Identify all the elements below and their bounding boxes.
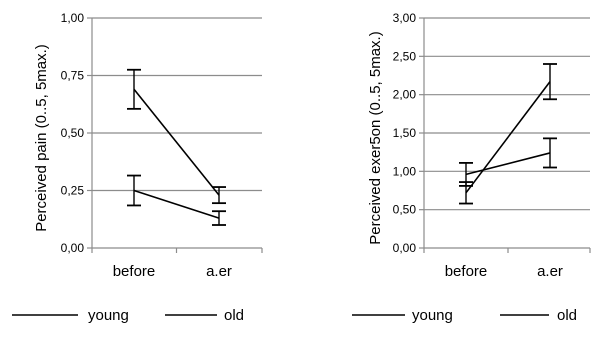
y-tick-label: 0,50 — [61, 126, 85, 140]
y-tick-label: 0,00 — [61, 241, 85, 255]
y-tick-label: 2,50 — [393, 49, 417, 63]
y-tick-label: 0,25 — [61, 184, 85, 198]
y-tick-label: 3,00 — [393, 11, 417, 25]
x-tick-label: a.er — [537, 263, 563, 280]
series-line-young — [133, 189, 220, 219]
y-tick-label: 1,00 — [393, 164, 417, 178]
x-tick-label: before — [445, 263, 488, 280]
y-tick-label: 1,00 — [61, 11, 85, 25]
y-tick-label: 2,00 — [393, 88, 417, 102]
chart-panel-2: 0,00 0,50 1,00 1,50 2,00 2,50 3,00 before a.er Pe… — [352, 11, 591, 324]
x-tick-label: a.er — [206, 263, 232, 280]
legend-label: old — [224, 307, 244, 324]
legend-item-young: young — [12, 307, 129, 324]
legend-item-young: young — [352, 307, 453, 324]
y-tick-label: 0,75 — [61, 69, 85, 83]
y-axis-title: Perceived pain (0..5, 5max.) — [33, 44, 50, 232]
legend-label: young — [88, 307, 129, 324]
y-tick-label: 1,50 — [393, 126, 417, 140]
legend-label: young — [412, 307, 453, 324]
y-tick-label: 0,00 — [393, 241, 417, 255]
legend-label: old — [557, 307, 577, 324]
legend-item-old: old — [500, 307, 577, 324]
series-line-old — [465, 81, 551, 194]
series-line-old — [133, 88, 220, 196]
y-tick-label: 0,50 — [393, 203, 417, 217]
y-axis-title: Perceived exer5on (0..5, 5max.) — [367, 31, 384, 244]
x-tick-label: before — [113, 263, 156, 280]
legend-item-old: old — [165, 307, 244, 324]
chart-panel-1: 0,00 0,25 0,50 0,75 1,00 before a.er Perceived … — [12, 11, 263, 324]
series-line-young — [465, 152, 551, 176]
